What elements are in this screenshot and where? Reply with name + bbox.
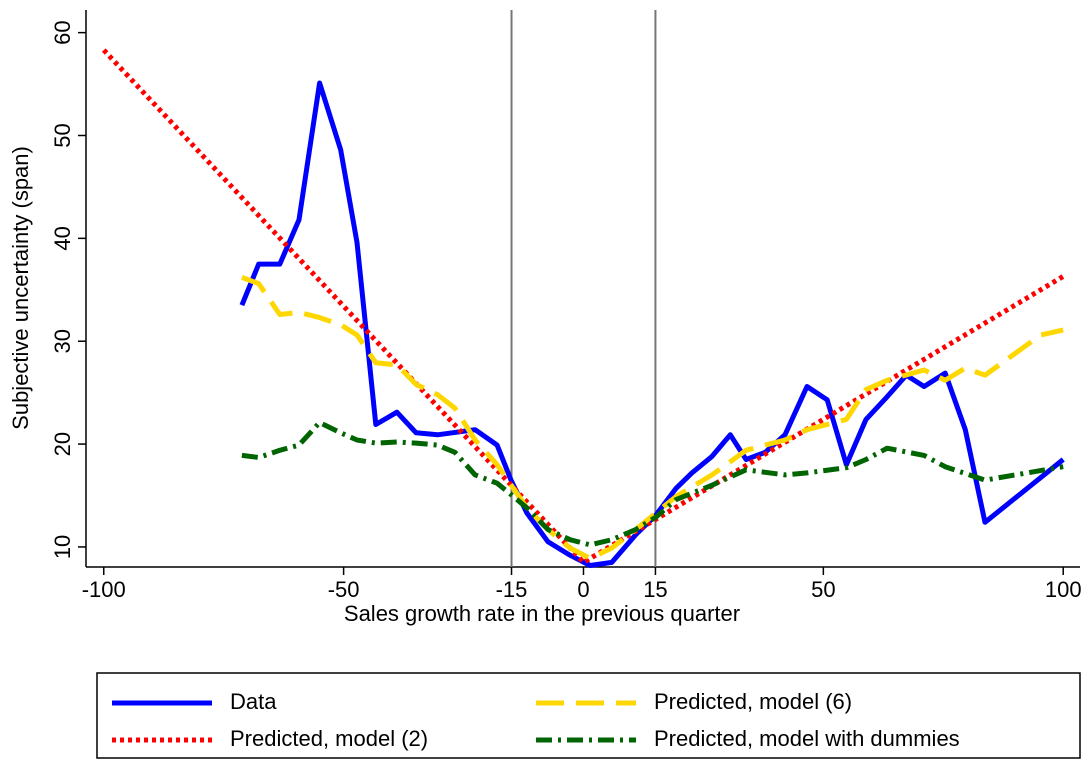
series-line bbox=[101, 48, 1065, 565]
x-axis-title: Sales growth rate in the previous quarte… bbox=[344, 601, 740, 626]
x-tick-label: 100 bbox=[1045, 577, 1082, 602]
y-axis-title: Subjective uncertainty (span) bbox=[8, 146, 33, 430]
y-tick-label: 20 bbox=[50, 432, 75, 456]
legend-label: Predicted, model (6) bbox=[654, 689, 852, 714]
x-tick-label: 15 bbox=[643, 577, 667, 602]
legend-label: Predicted, model (2) bbox=[230, 726, 428, 751]
y-tick-label: 40 bbox=[50, 226, 75, 250]
y-tick-label: 60 bbox=[50, 20, 75, 44]
legend-label: Data bbox=[230, 689, 277, 714]
x-tick-label: 0 bbox=[577, 577, 589, 602]
series-line bbox=[241, 275, 1064, 561]
series-line bbox=[239, 80, 1065, 568]
y-tick-label: 50 bbox=[50, 123, 75, 147]
x-tick-label: -50 bbox=[328, 577, 360, 602]
series-line bbox=[241, 420, 1064, 548]
x-tick-label: -15 bbox=[496, 577, 528, 602]
x-tick-label: -100 bbox=[82, 577, 126, 602]
y-tick-label: 30 bbox=[50, 329, 75, 353]
x-tick-label: 50 bbox=[811, 577, 835, 602]
legend-label: Predicted, model with dummies bbox=[654, 726, 960, 751]
y-tick-label: 10 bbox=[50, 535, 75, 559]
legend-box bbox=[96, 672, 1081, 759]
